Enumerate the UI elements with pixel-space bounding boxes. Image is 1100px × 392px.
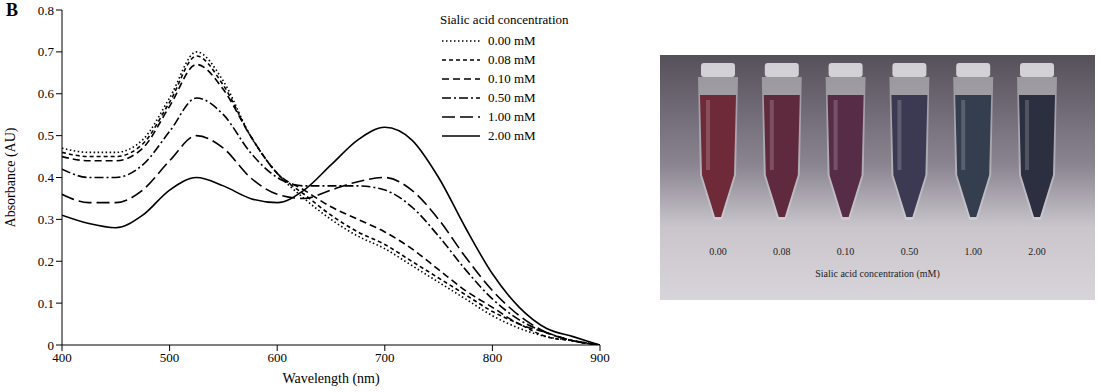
svg-text:0.50: 0.50 [901,246,919,257]
svg-text:0: 0 [48,338,55,353]
svg-text:0.10: 0.10 [837,246,855,257]
svg-text:0.00: 0.00 [709,246,727,257]
svg-text:0.8: 0.8 [38,3,54,18]
svg-text:500: 500 [160,350,180,365]
svg-text:Wavelength (nm): Wavelength (nm) [282,371,380,387]
html-text:1.00 mM: 1.00 mM [488,108,536,124]
svg-text:0.5: 0.5 [38,128,54,143]
svg-text:Absorbance (AU): Absorbance (AU) [3,127,19,227]
html-text:0.50 mM: 0.50 mM [488,89,536,105]
html-text:0.10 mM: 0.10 mM [488,70,536,86]
svg-text:0.7: 0.7 [38,44,55,59]
svg-text:1.00: 1.00 [964,246,982,257]
html-text:B: B [6,0,18,20]
svg-text:700: 700 [375,350,395,365]
svg-text:0.2: 0.2 [38,254,54,269]
svg-text:900: 900 [590,350,610,365]
svg-text:400: 400 [52,350,72,365]
svg-text:0.4: 0.4 [38,170,55,185]
svg-text:0.1: 0.1 [38,296,54,311]
svg-text:0.3: 0.3 [38,212,54,227]
html-text:Sialic acid concentration: Sialic acid concentration [440,12,569,27]
svg-text:800: 800 [483,350,503,365]
html-text:0.08 mM: 0.08 mM [488,51,536,67]
svg-text:Sialic acid concentration (mM): Sialic acid concentration (mM) [815,268,940,280]
html-text:2.00 mM: 2.00 mM [488,127,536,143]
svg-text:0.08: 0.08 [773,246,791,257]
svg-text:600: 600 [267,350,287,365]
svg-text:2.00: 2.00 [1028,246,1046,257]
svg-text:0.6: 0.6 [38,86,55,101]
html-text:0.00 mM: 0.00 mM [488,32,536,48]
